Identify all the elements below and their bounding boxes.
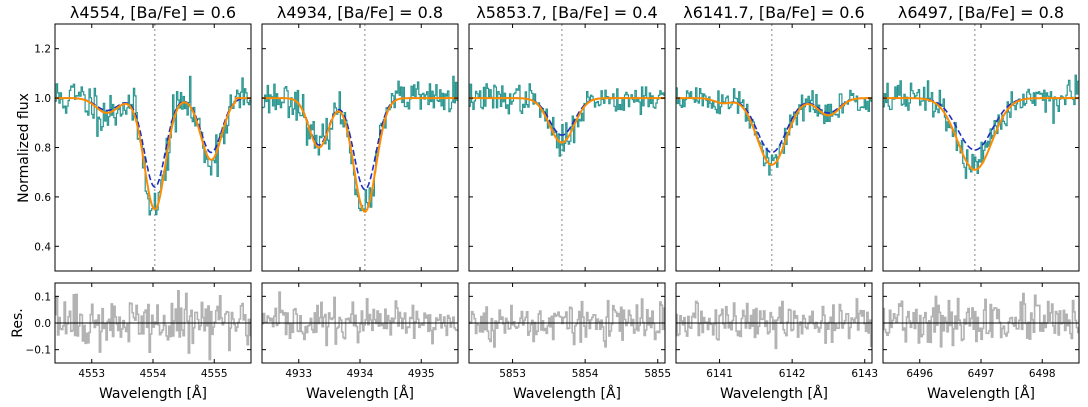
panel-title-4: λ6141.7, [Ba/Fe] = 0.6 — [683, 3, 864, 22]
flux-plot-1 — [55, 24, 251, 271]
observed-spectrum-2 — [262, 75, 458, 212]
residual-xtick-label: 4553 — [78, 368, 105, 380]
flux-plot-4 — [676, 24, 872, 271]
flux-plot-3 — [469, 24, 665, 271]
panel-title-2: λ4934, [Ba/Fe] = 0.8 — [277, 3, 443, 22]
residual-xtick-label: 4935 — [408, 368, 435, 380]
y-axis-label-normalized-flux: Normalized flux — [16, 93, 32, 203]
residual-xtick-label: 5854 — [572, 368, 599, 380]
flux-ytick-label: 1.2 — [34, 44, 51, 56]
panel-title-5: λ6497, [Ba/Fe] = 0.8 — [898, 3, 1064, 22]
flux-plot-2 — [262, 24, 458, 271]
residual-xtick-label: 6498 — [1029, 368, 1056, 380]
x-axis-label-5: Wavelength [Å] — [927, 385, 1035, 402]
residual-series-3 — [469, 298, 665, 348]
residual-xtick-label: 4554 — [140, 368, 167, 380]
flux-ytick-label: 0.6 — [34, 192, 51, 204]
best-fit-model-1 — [55, 97, 251, 211]
panel-title-1: λ4554, [Ba/Fe] = 0.6 — [70, 3, 236, 22]
residual-plot-2 — [262, 291, 458, 347]
best-fit-model-3 — [469, 97, 665, 144]
residual-plot-5 — [883, 292, 1079, 348]
flux-axes-frame-4 — [675, 23, 873, 272]
residual-xtick-label: 4934 — [347, 368, 374, 380]
flux-axes-frame-2 — [261, 23, 459, 272]
residual-xtick-label: 4555 — [201, 368, 228, 380]
residual-ytick-label: 0.0 — [34, 318, 51, 330]
residual-series-1 — [55, 290, 251, 361]
flux-ytick-label: 0.4 — [34, 241, 51, 253]
x-axis-label-2: Wavelength [Å] — [306, 385, 414, 402]
residual-ytick-label: −0.1 — [26, 345, 52, 357]
observed-spectrum-4 — [676, 87, 872, 176]
bottom-axes-group: −0.1 0.0 0.1 4553 4554 4555 Wavelength [Å] 4933… — [26, 282, 1080, 402]
panel-title-3: λ5853.7, [Ba/Fe] = 0.4 — [476, 3, 657, 22]
residual-xtick-label: 6497 — [968, 368, 995, 380]
residual-series-2 — [262, 291, 458, 347]
residual-plot-1 — [55, 290, 251, 361]
residual-series-4 — [676, 298, 872, 350]
top-axes-group: λ4554, [Ba/Fe] = 0.6 0.4 0.6 0.8 1.0 1.2 λ4934… — [34, 3, 1080, 272]
best-fit-model-4 — [676, 97, 872, 166]
residual-xtick-label: 6142 — [779, 368, 806, 380]
residual-xtick-label: 5855 — [644, 368, 671, 380]
residual-xtick-label: 6496 — [906, 368, 933, 380]
observed-spectrum-3 — [469, 83, 665, 157]
residual-plot-3 — [469, 298, 665, 348]
reference-model-2 — [262, 97, 458, 191]
flux-axes-frame-1 — [54, 23, 252, 272]
x-axis-label-3: Wavelength [Å] — [513, 385, 621, 402]
residual-plot-4 — [676, 298, 872, 350]
y-axis-label-residual: Res. — [10, 308, 26, 337]
flux-plot-5 — [883, 24, 1079, 271]
flux-axes-frame-3 — [468, 23, 666, 272]
x-axis-label-4: Wavelength [Å] — [720, 385, 828, 402]
x-axis-label-1: Wavelength [Å] — [99, 385, 207, 402]
reference-model-1 — [55, 97, 251, 188]
observed-spectrum-5 — [883, 74, 1079, 179]
flux-ytick-label: 0.8 — [34, 143, 51, 155]
residual-xtick-label: 6143 — [851, 368, 878, 380]
residual-xtick-label: 5853 — [499, 368, 526, 380]
residual-xtick-label: 4933 — [285, 368, 312, 380]
flux-ytick-label: 1.0 — [34, 93, 51, 105]
best-fit-model-5 — [883, 97, 1079, 171]
best-fit-model-2 — [262, 97, 458, 213]
residual-xtick-label: 6141 — [706, 368, 733, 380]
residual-series-5 — [883, 292, 1079, 348]
residual-ytick-label: 0.1 — [34, 291, 51, 303]
observed-spectrum-1 — [55, 75, 251, 216]
